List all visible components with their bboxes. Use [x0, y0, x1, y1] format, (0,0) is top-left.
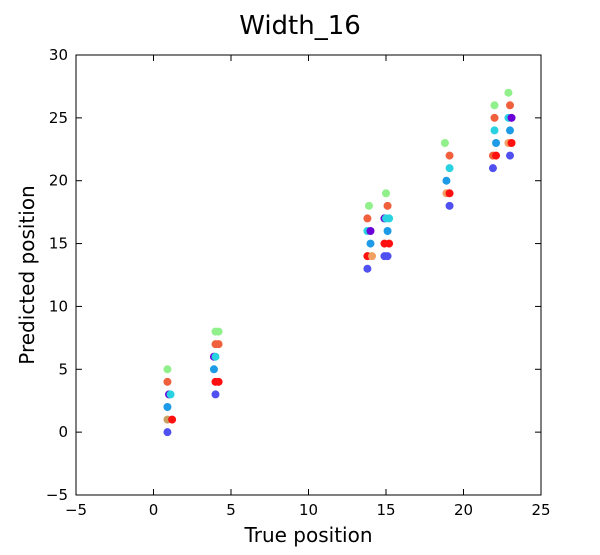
- data-point: [508, 139, 516, 147]
- data-point: [215, 328, 223, 336]
- data-point: [385, 214, 393, 222]
- data-point: [163, 378, 171, 386]
- data-point: [491, 126, 499, 134]
- x-axis-label: True position: [243, 523, 372, 547]
- y-tick-label: 25: [49, 109, 68, 127]
- data-point: [446, 164, 454, 172]
- data-point: [446, 202, 454, 210]
- data-point: [215, 340, 223, 348]
- data-point: [163, 365, 171, 373]
- x-tick-label: 0: [149, 501, 159, 519]
- data-point: [446, 189, 454, 197]
- data-point: [446, 152, 454, 160]
- data-point: [384, 227, 392, 235]
- data-point: [215, 378, 223, 386]
- data-point: [367, 227, 375, 235]
- data-point: [384, 202, 392, 210]
- data-point: [385, 240, 393, 248]
- y-tick-label: 5: [58, 360, 68, 378]
- x-tick-label: 15: [376, 501, 395, 519]
- data-point: [441, 139, 449, 147]
- data-point: [506, 152, 514, 160]
- x-tick-label: 20: [454, 501, 473, 519]
- data-point: [163, 428, 171, 436]
- data-point: [367, 240, 375, 248]
- data-point: [506, 126, 514, 134]
- data-point: [382, 189, 390, 197]
- data-point: [212, 353, 220, 361]
- data-point: [384, 252, 392, 260]
- x-tick-label: −5: [65, 501, 87, 519]
- y-tick-label: 15: [49, 235, 68, 253]
- x-tick-label: 25: [531, 501, 550, 519]
- data-point: [491, 101, 499, 109]
- data-points: [163, 89, 515, 436]
- y-tick-label: 0: [58, 423, 68, 441]
- data-point: [212, 390, 220, 398]
- data-point: [492, 152, 500, 160]
- data-point: [168, 416, 176, 424]
- data-point: [368, 252, 376, 260]
- data-point: [442, 177, 450, 185]
- data-point: [492, 139, 500, 147]
- axis-ticks: −5 0 5 10 15 20 25 −5 0 5 10 15 20 25 30: [46, 46, 551, 519]
- data-point: [504, 89, 512, 97]
- data-point: [489, 164, 497, 172]
- y-tick-label: 30: [49, 46, 68, 64]
- x-tick-label: 10: [299, 501, 318, 519]
- data-point: [363, 265, 371, 273]
- data-point: [163, 403, 171, 411]
- data-point: [167, 390, 175, 398]
- y-tick-label: 20: [49, 172, 68, 190]
- x-tick-label: 5: [226, 501, 236, 519]
- data-point: [506, 101, 514, 109]
- y-tick-label: 10: [49, 297, 68, 315]
- data-point: [363, 214, 371, 222]
- y-axis-label: Predicted position: [15, 185, 39, 364]
- data-point: [210, 365, 218, 373]
- data-point: [508, 114, 516, 122]
- y-tick-label: −5: [46, 486, 68, 504]
- data-point: [491, 114, 499, 122]
- chart-title: Width_16: [239, 11, 361, 41]
- data-point: [365, 202, 373, 210]
- plot-frame: [76, 55, 541, 495]
